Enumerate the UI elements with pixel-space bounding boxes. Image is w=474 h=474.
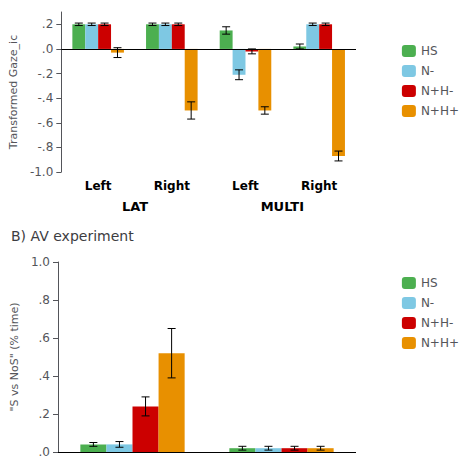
svg-text:-1.0: -1.0 (30, 165, 53, 179)
svg-text:-.8: -.8 (38, 140, 54, 154)
svg-text:N+H-: N+H- (421, 84, 453, 98)
svg-text:Right: Right (301, 179, 337, 193)
svg-text:N+H+: N+H+ (421, 336, 459, 350)
svg-text:Left: Left (232, 179, 259, 193)
svg-text:N-: N- (421, 64, 434, 78)
svg-text:-.6: -.6 (38, 116, 54, 130)
svg-text:1.0: 1.0 (31, 255, 50, 269)
svg-text:.8: .8 (39, 293, 50, 307)
svg-text:-.2: -.2 (38, 67, 54, 81)
svg-text:.2: .2 (39, 407, 50, 421)
svg-text:.0: .0 (42, 42, 53, 56)
svg-text:Left: Left (85, 179, 112, 193)
svg-text:.2: .2 (42, 17, 53, 31)
svg-text:N+H-: N+H- (421, 316, 453, 330)
svg-text:HS: HS (421, 44, 438, 58)
svg-text:LAT: LAT (122, 199, 148, 214)
svg-text:MULTI: MULTI (261, 199, 304, 214)
svg-text:-.4: -.4 (38, 91, 54, 105)
svg-text:"S vs NoS" (% time): "S vs NoS" (% time) (8, 302, 21, 411)
svg-text:HS: HS (421, 276, 438, 290)
svg-text:N-: N- (421, 296, 434, 310)
svg-text:Transformed Gaze_ic: Transformed Gaze_ic (7, 35, 20, 150)
svg-text:.4: .4 (39, 369, 50, 383)
svg-text:Right: Right (154, 179, 190, 193)
svg-text:.0: .0 (39, 445, 50, 459)
svg-text:N+H+: N+H+ (421, 104, 459, 118)
svg-text:B) AV experiment: B) AV experiment (11, 228, 134, 244)
svg-text:.6: .6 (39, 331, 50, 345)
